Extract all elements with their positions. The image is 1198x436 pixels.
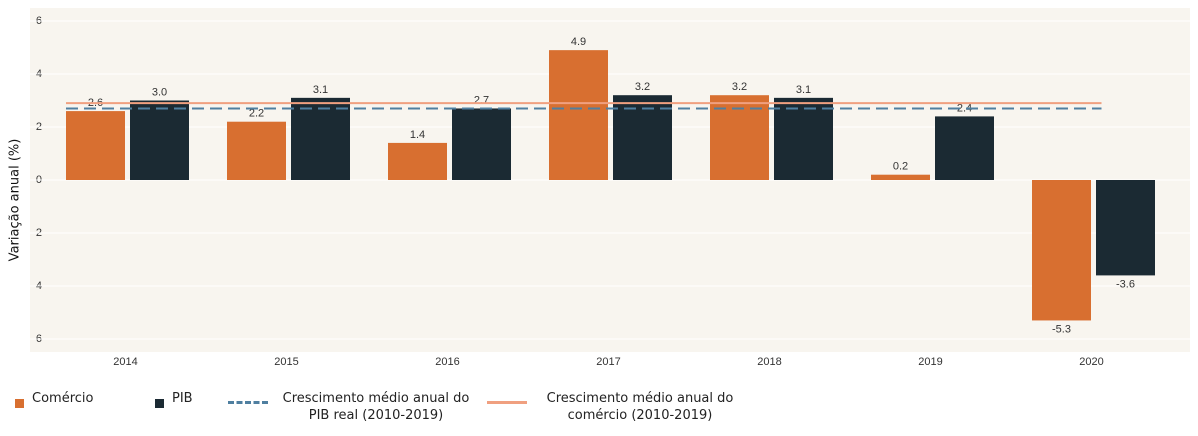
x-tick-label: 2015 [274,356,298,368]
legend-line [487,401,527,404]
legend-swatch [15,399,24,408]
x-tick-label: 2020 [1079,356,1103,368]
bar [227,121,286,180]
value-label: 3.2 [732,81,747,93]
x-tick-label: 2019 [918,356,942,368]
value-label: 3.0 [152,86,167,98]
value-label: 1.4 [410,129,425,141]
y-axis-label: Variação anual (%) [8,139,23,262]
value-label: 0.2 [893,161,908,173]
value-label: 3.1 [313,84,328,96]
x-tick-label: 2016 [435,356,459,368]
legend-item: Comércio [15,390,93,408]
bar [549,50,608,181]
value-label: 3.2 [635,81,650,93]
x-tick-label: 2014 [113,356,137,368]
bar [66,111,125,180]
x-tick-label: 2018 [757,356,781,368]
bar [452,108,511,180]
bar [774,97,833,180]
legend: Comércio PIB Crescimento médio anual do PI… [0,390,1198,436]
legend-label: Crescimento médio anual do comércio (201… [546,391,734,423]
legend-line [228,401,268,404]
legend-label: PIB [172,391,193,406]
value-label: 4.9 [571,36,586,48]
value-label: -3.6 [1116,278,1135,290]
value-label: 3.1 [796,84,811,96]
legend-swatch [155,399,164,408]
value-label: 2.4 [957,102,972,114]
bar [871,174,930,180]
bar [1096,180,1155,276]
legend-item: Crescimento médio anual do PIB real (201… [228,390,476,424]
value-label: -5.3 [1052,323,1071,335]
legend-item: Crescimento médio anual do comércio (201… [487,390,745,424]
bar [388,142,447,180]
bar [1032,180,1091,321]
legend-label: Comércio [32,391,94,406]
legend-item: PIB [155,390,193,408]
value-label: 2.2 [249,108,264,120]
legend-label: Crescimento médio anual do PIB real (201… [282,391,470,423]
bar [291,97,350,180]
bar [130,100,189,180]
value-label: 2.7 [474,94,489,106]
chart: Variação anual (%) -6-4-2024620142.63.02… [8,8,1190,368]
bar [935,116,994,180]
x-tick-label: 2017 [596,356,620,368]
